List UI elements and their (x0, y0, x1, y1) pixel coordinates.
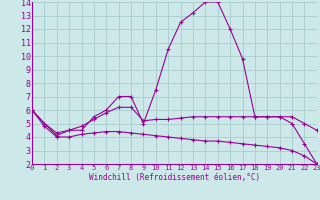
X-axis label: Windchill (Refroidissement éolien,°C): Windchill (Refroidissement éolien,°C) (89, 173, 260, 182)
